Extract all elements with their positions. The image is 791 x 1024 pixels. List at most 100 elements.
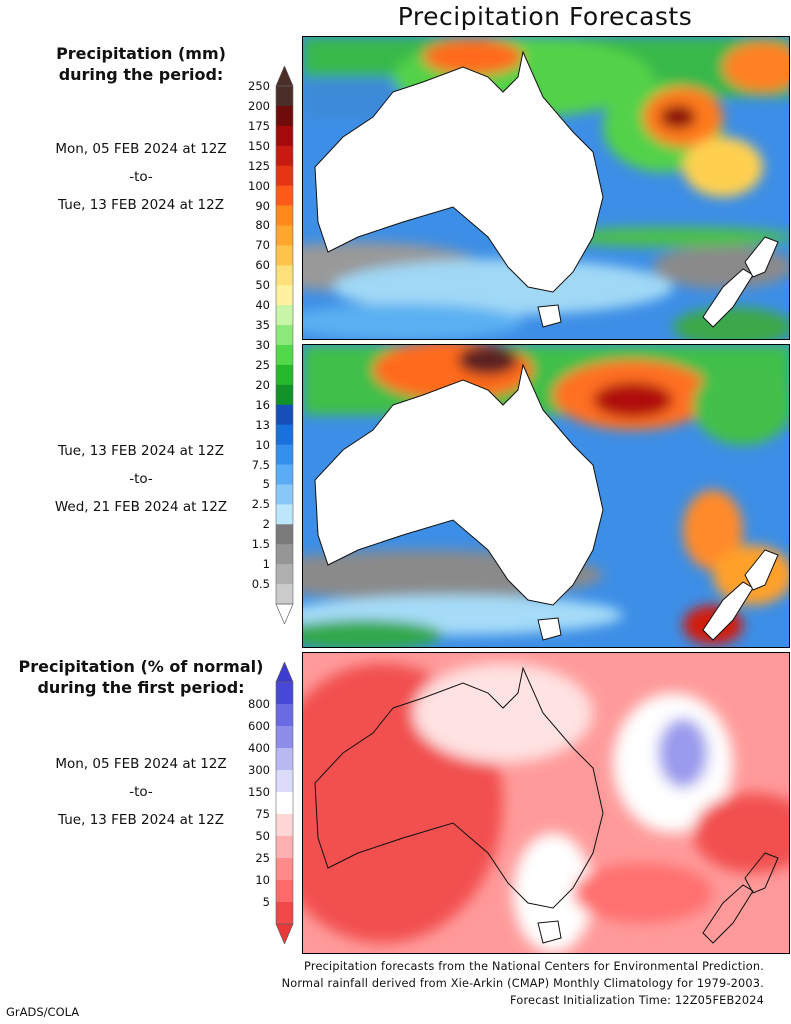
colorbar-tick-label: 20 xyxy=(255,377,270,392)
period2-start: Tue, 13 FEB 2024 at 12Z xyxy=(58,443,224,459)
colorbar-tick-label: 90 xyxy=(255,198,270,213)
percent-legend-title: Precipitation (% of normal) during the f… xyxy=(0,656,282,698)
colorbar-tick-label: 50 xyxy=(255,278,270,293)
colorbar-tick-label: 10 xyxy=(255,873,270,887)
colorbar-cell xyxy=(276,404,293,426)
footer-line1: Precipitation forecasts from the Nationa… xyxy=(304,960,764,973)
colorbar-tick-label: 250 xyxy=(248,79,270,93)
colorbar-cell xyxy=(276,125,293,147)
colorbar-tick-label: 200 xyxy=(248,98,270,113)
colorbar-tick-label: 150 xyxy=(248,138,270,153)
period2-sep: -to- xyxy=(129,471,153,487)
colorbar-cell xyxy=(276,145,293,167)
colorbar-cell xyxy=(276,524,293,545)
amount-legend-title: Precipitation (mm) during the period: xyxy=(0,43,282,85)
colorbar-graphic xyxy=(275,66,294,624)
colorbar-tick-label: 1.5 xyxy=(251,537,270,552)
colorbar-cell xyxy=(276,205,293,226)
colorbar-tick-label: 600 xyxy=(248,719,270,733)
colorbar-tick-label: 16 xyxy=(255,397,270,412)
colorbar-tick-label: 25 xyxy=(255,357,270,372)
colorbar-cell xyxy=(276,584,293,605)
colorbar-tick-label: 30 xyxy=(255,338,270,352)
colorbar-cell xyxy=(276,364,293,386)
colorbar-cell xyxy=(276,464,293,485)
amount-colorbar: 250 200 175 150 125 100 90 80 70 60 50 40 35 30 25 20 16… xyxy=(228,66,294,624)
colorbar-tick-label: 40 xyxy=(255,298,270,313)
colorbar-top-cap xyxy=(275,662,294,683)
colorbar-tick-label: 5 xyxy=(262,477,270,492)
period2-end: Wed, 21 FEB 2024 at 12Z xyxy=(54,499,228,515)
colorbar-cell xyxy=(276,814,293,837)
colorbar-tick-label: 800 xyxy=(248,697,270,711)
colorbar-cell xyxy=(276,86,293,107)
colorbar-tick-label: 7.5 xyxy=(251,457,270,472)
colorbar-cell xyxy=(276,185,293,207)
colorbar-cell xyxy=(276,902,293,925)
colorbar-cell xyxy=(276,836,293,859)
colorbar-tick-label: 5 xyxy=(262,895,270,909)
colorbar-cell xyxy=(276,345,293,366)
colorbar-tick-label: 35 xyxy=(255,318,270,333)
colorbar-tick-label: 2.5 xyxy=(251,497,270,512)
period1-start: Mon, 05 FEB 2024 at 12Z xyxy=(55,141,227,157)
colorbar-tick-label: 75 xyxy=(255,807,270,821)
colorbar-cell xyxy=(276,792,293,815)
colorbar-bottom-cap xyxy=(275,603,294,624)
colorbar-tick-label: 125 xyxy=(248,158,270,173)
forecast-map-period2 xyxy=(302,344,790,648)
colorbar-tick-label: 50 xyxy=(255,829,270,843)
colorbar-cell xyxy=(276,105,293,127)
colorbar-cell xyxy=(276,748,293,771)
colorbar-cell xyxy=(276,564,293,585)
colorbar-bottom-cap xyxy=(275,923,294,944)
colorbar-top-cap xyxy=(275,66,294,87)
colorbar-tick-label: 13 xyxy=(255,417,270,432)
percent-legend-title-line1: Precipitation (% of normal) xyxy=(18,657,264,676)
colorbar-tick-label: 2 xyxy=(262,517,270,532)
colorbar-cell xyxy=(276,484,293,505)
colorbar-tick-label: 60 xyxy=(255,258,270,273)
colorbar-outline xyxy=(275,681,294,925)
colorbar-cell xyxy=(276,880,293,903)
colorbar-cell xyxy=(276,325,293,346)
colorbar-tick-label: 175 xyxy=(248,118,270,133)
colorbar-tick-label: 25 xyxy=(255,851,270,865)
period3-sep: -to- xyxy=(129,784,153,800)
credit-label: GrADS/COLA xyxy=(6,1005,80,1019)
colorbar-tick-label: 10 xyxy=(255,437,270,452)
colorbar-cell xyxy=(276,285,293,306)
colorbar-tick-label: 0.5 xyxy=(251,577,270,592)
colorbar-cell xyxy=(276,704,293,727)
colorbar-outline xyxy=(275,85,294,605)
colorbar-cell xyxy=(276,424,293,446)
colorbar-cell xyxy=(276,384,293,406)
colorbar-tick-label: 80 xyxy=(255,218,270,233)
colorbar-cell xyxy=(276,305,293,326)
colorbar-cell xyxy=(276,858,293,881)
percent-normal-map xyxy=(302,652,790,954)
colorbar-cell xyxy=(276,726,293,749)
percent-colorbar: 800 600 400 300 150 75 50 25 10 5 xyxy=(228,662,294,944)
colorbar-tick-label: 300 xyxy=(248,763,270,777)
period3-end: Tue, 13 FEB 2024 at 12Z xyxy=(58,812,224,828)
colorbar-tick-label: 70 xyxy=(255,238,270,253)
page-title: Precipitation Forecasts xyxy=(397,2,693,31)
colorbar-tick-label: 100 xyxy=(248,178,270,193)
colorbar-cell xyxy=(276,265,293,286)
colorbar-cell xyxy=(276,245,293,266)
colorbar-tick-label: 1 xyxy=(262,557,270,572)
period3-start: Mon, 05 FEB 2024 at 12Z xyxy=(55,756,227,772)
forecast-map-period1 xyxy=(302,36,790,340)
colorbar-tick-label: 150 xyxy=(248,785,270,799)
colorbar-cell xyxy=(276,165,293,187)
footer-line2: Normal rainfall derived from Xie-Arkin (… xyxy=(281,977,764,990)
colorbar-cell xyxy=(276,225,293,246)
colorbar-cell xyxy=(276,682,293,705)
period1-sep: -to- xyxy=(129,169,153,185)
colorbar-cell xyxy=(276,444,293,466)
colorbar-cell xyxy=(276,770,293,793)
colorbar-cell xyxy=(276,544,293,565)
percent-legend-title-line2: during the first period: xyxy=(37,678,245,697)
amount-legend-title-line1: Precipitation (mm) xyxy=(56,44,226,63)
